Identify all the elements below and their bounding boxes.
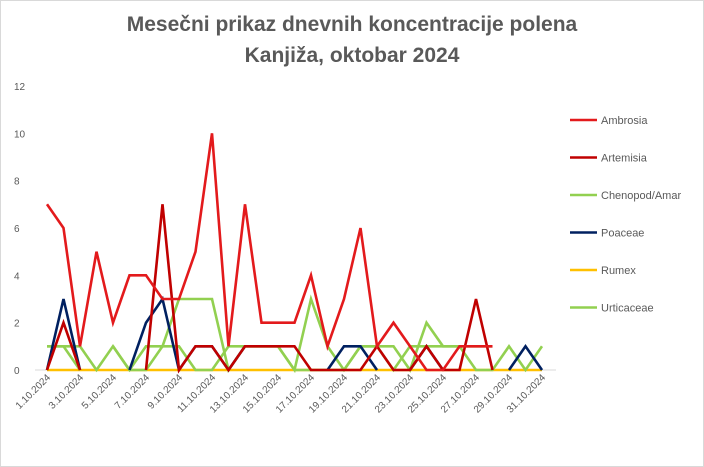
y-tick-label: 4	[14, 271, 20, 282]
legend-label: Chenopod/Amar	[601, 190, 681, 202]
y-tick-label: 10	[14, 129, 26, 140]
legend-label: Urticaceae	[601, 303, 654, 315]
legend-label: Artemisia	[601, 153, 648, 165]
legend-label: Rumex	[601, 265, 636, 277]
y-tick-label: 0	[14, 366, 20, 377]
series-line-artemisia	[45, 204, 494, 374]
y-tick-label: 12	[14, 82, 26, 93]
legend-label: Ambrosia	[601, 115, 648, 127]
legend-label: Poaceae	[601, 228, 644, 240]
series-line-chenopod-amar	[47, 294, 493, 374]
y-tick-label: 2	[14, 319, 20, 330]
series-line-ambrosia	[45, 133, 493, 372]
y-tick-label: 8	[14, 177, 20, 188]
chart-subtitle: Kanjiža, oktobar 2024	[244, 44, 460, 67]
chart-title: Mesečni prikaz dnevnih koncentracije pol…	[126, 13, 578, 36]
y-tick-label: 6	[14, 224, 20, 235]
